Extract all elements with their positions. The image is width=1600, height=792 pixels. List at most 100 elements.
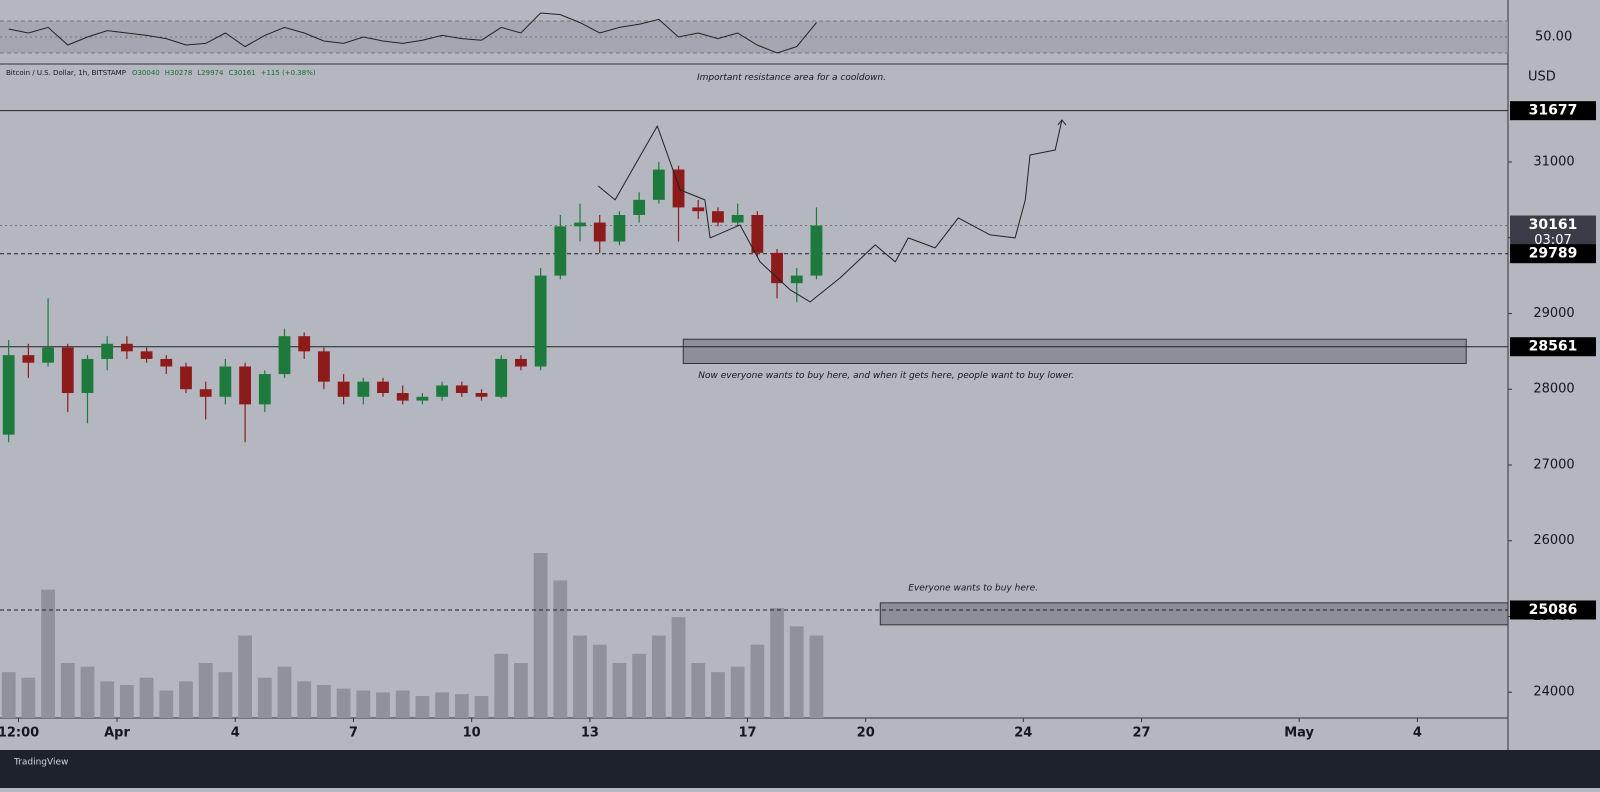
volume-bar (632, 653, 647, 718)
volume-bar (257, 677, 272, 718)
candle-body (61, 347, 74, 394)
x-tick-label: 4 (1413, 726, 1422, 741)
candle-body (140, 351, 153, 359)
volume-bar (21, 677, 36, 718)
x-tick-label: 12:00 (0, 726, 39, 741)
y-tick-label: 28000 (1533, 382, 1574, 397)
price-tag (1510, 337, 1596, 357)
price-tag-label: 25086 (1529, 602, 1578, 618)
volume-bar (494, 653, 509, 718)
ohlc-value: +115 (+0.38%) (261, 69, 316, 77)
volume-bar (277, 666, 292, 718)
zone (682, 338, 1467, 364)
candle-body (22, 355, 35, 363)
candle-body (239, 366, 252, 405)
x-tick-label: 20 (857, 726, 875, 741)
x-tick-label: 27 (1132, 726, 1150, 741)
volume-bar (730, 666, 745, 718)
candle-body (692, 207, 705, 212)
candle-body (613, 214, 626, 242)
volume-bar (711, 672, 725, 718)
x-tick-label: 13 (581, 726, 599, 741)
y-tick-label: 24000 (1533, 685, 1574, 700)
x-tick-label: Apr (104, 726, 130, 741)
symbol: Bitcoin / U.S. Dollar, 1h, BITSTAMP (6, 69, 126, 77)
candle-body (81, 358, 94, 394)
candle-body (42, 347, 54, 363)
price-tag-label: 28561 (1529, 339, 1578, 355)
volume-bar (119, 685, 134, 718)
ohlc-value: L29974 (197, 69, 224, 77)
volume-bar (809, 635, 824, 718)
projection-path (597, 119, 1063, 303)
volume-bar (435, 692, 450, 718)
candle-body (593, 222, 606, 242)
level-note: Important resistance area for a cooldown… (697, 73, 886, 83)
candle-body (337, 381, 350, 397)
price-tag (1510, 101, 1596, 121)
zone (879, 602, 1509, 626)
candle-body (396, 393, 409, 401)
candle-body (633, 199, 646, 215)
volume-bar (356, 690, 371, 718)
candle-body (2, 355, 15, 435)
projection-arrow (1057, 119, 1067, 126)
volume-bar (592, 644, 607, 718)
volume-bar (41, 589, 55, 718)
ohlc-value: C30161 (228, 69, 255, 77)
price-tag (1510, 244, 1596, 264)
volume-bar (770, 608, 784, 718)
candle-body (101, 343, 114, 359)
candle-body (515, 358, 527, 367)
volume-bar (395, 690, 410, 718)
candle-body (160, 358, 173, 367)
candle-body (219, 366, 232, 397)
ohlc-value: O30040 (132, 69, 160, 77)
price-tag (1510, 215, 1596, 250)
volume-bar (198, 663, 213, 718)
volume-bar (514, 663, 528, 718)
candle-body (455, 385, 468, 394)
volume-bar (60, 663, 75, 718)
candle-body (554, 226, 567, 276)
volume-bar (651, 635, 666, 718)
candle-body (712, 211, 724, 223)
candle-body (199, 389, 212, 397)
volume-bar (159, 690, 174, 718)
rsi-line (8, 12, 817, 54)
candle-body (436, 385, 449, 397)
candle-body (298, 336, 311, 352)
candle-body (534, 275, 547, 367)
volume-bar (415, 696, 430, 718)
volume-bar (317, 685, 331, 718)
candle-body (731, 214, 744, 223)
candle-body (790, 275, 803, 284)
x-tick-label: 10 (463, 726, 481, 741)
candle-body (574, 222, 586, 227)
volume-bar (533, 553, 548, 718)
volume-bar (297, 681, 312, 718)
candle-body (357, 381, 370, 397)
candle-body (180, 366, 192, 390)
candle-body (258, 374, 271, 405)
y-tick-label: 27000 (1533, 457, 1574, 472)
volume-bar (336, 688, 351, 718)
volume-bar (573, 635, 587, 718)
y-tick-label: 26000 (1533, 533, 1574, 548)
x-tick-label: 17 (738, 726, 756, 741)
volume-bar (238, 635, 252, 718)
x-tick-label: 4 (231, 726, 240, 741)
volume-bar (553, 580, 568, 718)
volume-bar (789, 626, 804, 718)
volume-bar (100, 681, 115, 718)
volume-bar (454, 694, 469, 718)
x-tick-label: 24 (1014, 726, 1032, 741)
volume-bar (179, 681, 193, 718)
volume-bar (218, 672, 233, 718)
currency-label: USD (1528, 70, 1556, 85)
zone-note: Everyone wants to buy here. (908, 583, 1038, 593)
volume-bar (376, 692, 390, 718)
candle-body (278, 336, 291, 375)
price-tag-label: 31677 (1529, 103, 1578, 119)
